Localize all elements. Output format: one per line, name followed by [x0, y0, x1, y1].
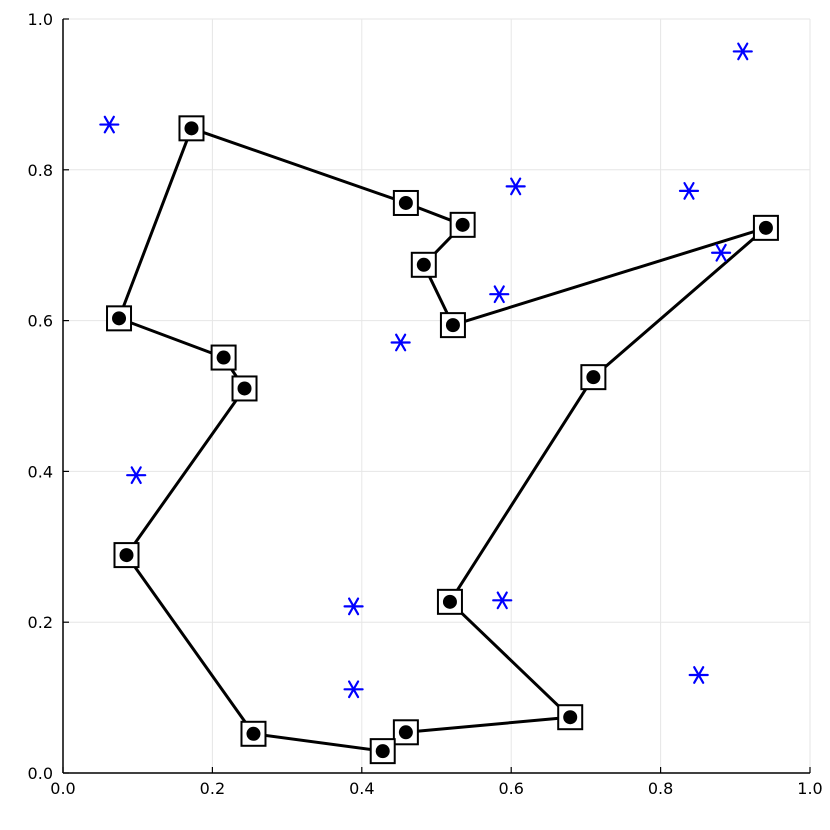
circle-marker	[184, 121, 199, 136]
tour-point	[240, 720, 267, 747]
circle-marker	[563, 710, 578, 725]
y-tick-label: 0.4	[28, 462, 53, 481]
circle-marker	[586, 370, 601, 385]
axes	[62, 18, 811, 774]
x-tick-label: 0.8	[648, 779, 673, 798]
asterisk-point	[343, 597, 364, 616]
y-tick-label: 1.0	[28, 10, 53, 29]
tour-point	[392, 189, 419, 216]
tour-point	[178, 115, 205, 142]
asterisk-stroke	[737, 42, 749, 61]
circle-marker	[445, 318, 460, 333]
circle-marker	[216, 350, 231, 365]
tour-point	[231, 375, 258, 402]
square-marker	[449, 211, 476, 238]
asterisk-stroke	[496, 591, 508, 610]
asterisk-stroke	[510, 177, 522, 196]
asterisk-point	[390, 333, 411, 352]
asterisk-stroke	[493, 285, 505, 304]
asterisk-point	[489, 285, 510, 304]
tour-point	[436, 588, 463, 615]
circle-marker	[237, 381, 252, 396]
asterisk-stroke	[715, 243, 727, 262]
x-tick-label: 0.2	[200, 779, 225, 798]
tour-point	[449, 211, 476, 238]
circle-marker	[455, 217, 470, 232]
tour-point	[369, 738, 396, 765]
y-tick-label: 0.2	[28, 613, 53, 632]
asterisk-stroke	[395, 333, 407, 352]
tour-point	[210, 344, 237, 371]
asterisk-point	[688, 666, 709, 684]
tour-point	[752, 214, 779, 241]
circle-marker	[398, 195, 413, 210]
circle-marker	[375, 744, 390, 759]
tour-point	[106, 305, 133, 332]
asterisk-stroke	[347, 680, 360, 699]
asterisk-point	[126, 466, 147, 485]
circle-marker	[758, 220, 773, 235]
circle-marker	[112, 311, 127, 326]
square-marker	[231, 375, 258, 402]
asterisk-point	[99, 115, 120, 134]
circle-marker	[398, 725, 413, 740]
asterisk-point	[711, 243, 732, 262]
tour-point	[580, 364, 607, 391]
asterisk-point	[732, 42, 753, 61]
asterisk-stroke	[103, 115, 115, 134]
tour-point	[392, 719, 419, 746]
circle-marker	[246, 726, 261, 741]
asterisk-stroke	[683, 182, 695, 200]
y-tick-label: 0.6	[28, 312, 53, 331]
asterisk-point	[343, 680, 364, 699]
tour-point	[113, 542, 140, 569]
square-marker	[439, 312, 466, 339]
x-tick-label: 0.0	[50, 779, 75, 798]
asterisk-stroke	[693, 666, 705, 684]
x-tick-label: 0.6	[498, 779, 523, 798]
square-marker	[436, 588, 463, 615]
x-tick-label: 0.4	[349, 779, 374, 798]
y-tick-label: 0.8	[28, 161, 53, 180]
asterisk-point	[492, 591, 513, 610]
plot-area	[99, 42, 779, 765]
asterisk-point	[505, 177, 526, 196]
tour-point	[557, 704, 584, 731]
tour-point	[410, 251, 437, 278]
asterisk-stroke	[347, 597, 360, 616]
tour-point	[439, 312, 466, 339]
tick-labels: 0.0 0.2 0.4 0.6 0.8 1.0 0.0 0.2 0.4 0.6 0.8 1.0	[28, 10, 823, 798]
asterisk-point	[678, 182, 700, 200]
circle-marker	[416, 257, 431, 272]
circle-marker	[119, 548, 134, 563]
asterisk-stroke	[130, 466, 142, 485]
y-tick-label: 0.0	[28, 764, 53, 783]
circle-marker	[442, 594, 457, 609]
x-tick-label: 1.0	[797, 779, 822, 798]
